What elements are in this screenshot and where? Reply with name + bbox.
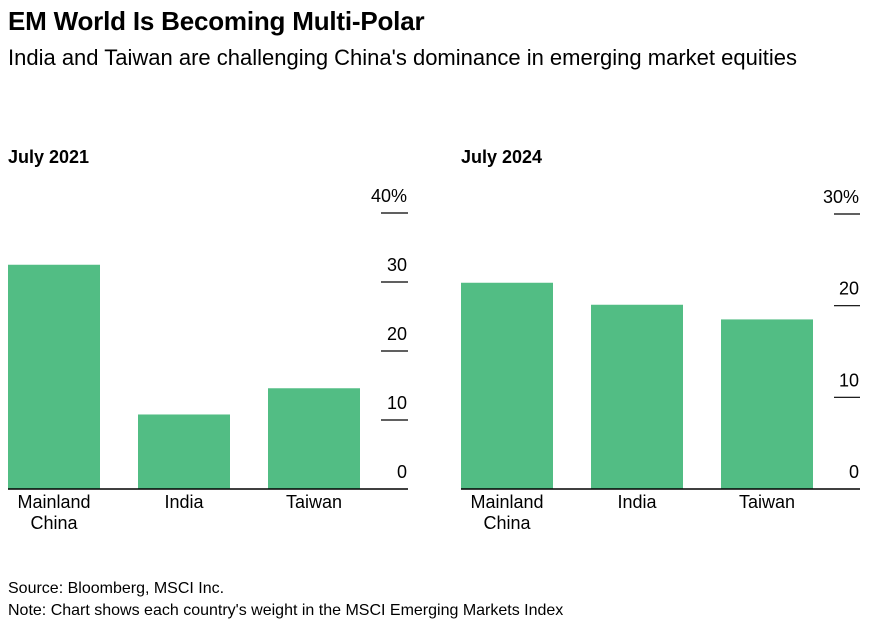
category-label: Mainland China [470, 492, 543, 533]
y-tick-label: 0 [849, 462, 859, 482]
y-tick-label: 0 [397, 462, 407, 482]
chart-panel: July 2024 0 10 20 30% Mainland China India Taiwa… [461, 147, 860, 533]
source-note: Source: Bloomberg, MSCI Inc. [8, 580, 225, 597]
category-label: India [164, 492, 204, 512]
bar-taiwan [721, 319, 813, 489]
panel-title: July 2024 [461, 147, 542, 167]
category-label: Mainland China [17, 492, 90, 533]
chart-subtitle: India and Taiwan are challenging China's… [8, 45, 797, 70]
bar-india [138, 414, 230, 489]
category-label: India [617, 492, 657, 512]
y-tick-label: 30 [387, 255, 407, 275]
bar-mainland-china [461, 282, 553, 489]
category-label-line: Mainland [17, 492, 90, 512]
bar-india [591, 304, 683, 489]
chart-panel: July 2021 0 10 20 30 40% Mainland China India Tai… [8, 147, 408, 533]
footer: Source: Bloomberg, MSCI Inc. Note: Chart… [8, 578, 878, 622]
chart-title: EM World Is Becoming Multi-Polar [8, 6, 425, 36]
category-label-line: China [30, 513, 78, 533]
bar-mainland-china [8, 264, 100, 489]
category-label-line: India [617, 492, 657, 512]
y-tick-label: 30% [823, 187, 859, 207]
category-label-line: India [164, 492, 204, 512]
y-tick-label: 20 [387, 324, 407, 344]
category-label-line: Taiwan [739, 492, 795, 512]
category-label-line: Taiwan [286, 492, 342, 512]
bar-taiwan [268, 388, 360, 489]
category-label: Taiwan [286, 492, 342, 512]
y-tick-label: 20 [839, 279, 859, 299]
category-label: Taiwan [739, 492, 795, 512]
y-tick-label: 10 [387, 393, 407, 413]
y-tick-label: 40% [371, 186, 407, 206]
panel-title: July 2021 [8, 147, 89, 167]
y-tick-label: 10 [839, 370, 859, 390]
category-label-line: Mainland [470, 492, 543, 512]
category-label-line: China [483, 513, 531, 533]
chart-note: Note: Chart shows each country's weight … [8, 602, 564, 619]
